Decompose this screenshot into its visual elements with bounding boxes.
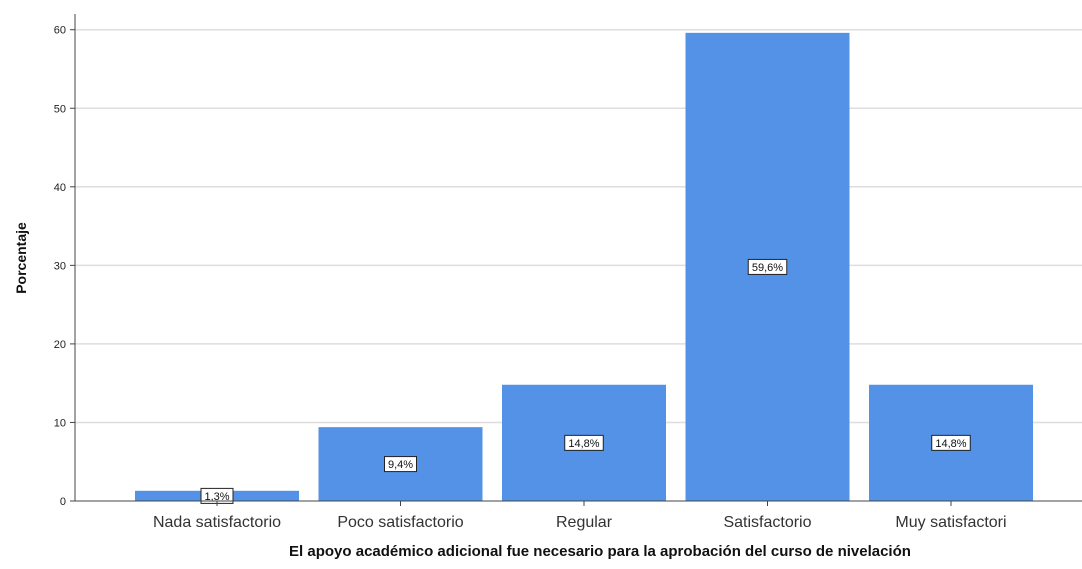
x-axis-title: El apoyo académico adicional fue necesar…	[289, 543, 911, 560]
x-category-label: Muy satisfactori	[895, 514, 1006, 531]
y-tick-label: 40	[54, 182, 66, 194]
data-label: 1,3%	[204, 491, 229, 503]
bars	[135, 32, 1033, 501]
y-axis-title: Porcentaje	[13, 222, 29, 294]
data-label: 14,8%	[935, 438, 966, 450]
x-category-label: Nada satisfactorio	[153, 514, 281, 531]
y-tick-label: 0	[60, 496, 66, 508]
data-labels: 1,3% 9,4% 14,8% 59,6% 14,8%	[200, 258, 971, 504]
gridlines	[75, 28, 1082, 424]
data-label: 9,4%	[388, 459, 413, 471]
y-tick-label: 50	[54, 103, 66, 115]
x-category-label: Satisfactorio	[723, 514, 811, 531]
x-category-label: Regular	[556, 514, 613, 531]
data-label: 14,8%	[568, 438, 599, 450]
data-label-box	[747, 258, 788, 275]
data-label-box	[564, 434, 604, 451]
data-label-box	[384, 456, 417, 473]
y-tick-label: 30	[54, 260, 66, 272]
y-tick-label: 20	[54, 339, 66, 351]
y-axis-ticks: 0 10 20 30 40 50 60	[54, 25, 75, 508]
y-tick-label: 10	[54, 417, 66, 429]
y-tick-label: 60	[54, 25, 66, 37]
data-label: 59,6%	[752, 262, 783, 274]
x-category-label: Poco satisfactorio	[337, 514, 463, 531]
data-label-box	[931, 434, 971, 451]
x-axis-categories: Nada satisfactorio Poco satisfactorio Regu…	[153, 501, 1007, 531]
